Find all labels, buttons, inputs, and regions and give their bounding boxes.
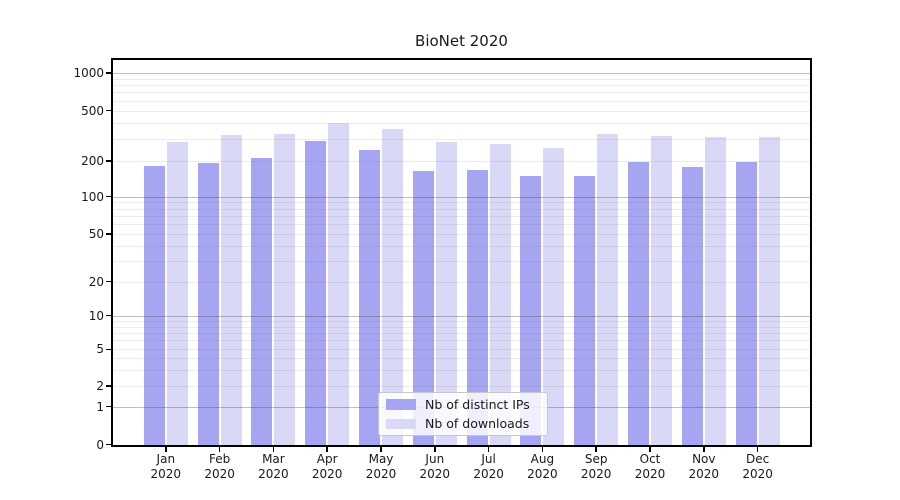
x-tick-mark xyxy=(649,447,651,452)
x-tick-mark xyxy=(434,447,436,452)
x-tick-mark xyxy=(487,447,490,452)
y-tick-label: 10 xyxy=(88,308,104,323)
y-tick-mark xyxy=(106,160,112,162)
x-tick-label-sep: Sep 2020 xyxy=(580,452,612,481)
x-tick-label-oct: Oct 2020 xyxy=(634,452,666,481)
gridline-minor xyxy=(113,100,810,102)
bar-distinct-ips-feb xyxy=(197,163,219,445)
x-tick-label-nov: Nov 2020 xyxy=(688,452,720,481)
bar-downloads-mar xyxy=(274,134,296,445)
y-tick-label: 2 xyxy=(96,379,104,393)
x-tick-mark xyxy=(326,447,328,452)
legend: Nb of distinct IPs Nb of downloads xyxy=(378,392,548,436)
x-tick-label-feb: Feb 2020 xyxy=(204,452,235,481)
x-tick-mark xyxy=(218,447,221,452)
bar-downloads-nov xyxy=(704,136,726,445)
y-tick-label: 1 xyxy=(96,399,104,414)
bar-downloads-sep xyxy=(597,134,619,445)
y-tick-label: 500 xyxy=(81,103,104,118)
gridline-minor xyxy=(113,85,810,87)
bar-downloads-apr xyxy=(328,123,350,445)
y-tick-label: 50 xyxy=(88,227,104,241)
gridline-minor xyxy=(113,92,810,94)
bar-distinct-ips-jul xyxy=(466,170,488,445)
y-tick-mark xyxy=(106,72,112,74)
gridline-minor xyxy=(113,122,810,124)
bar-distinct-ips-nov xyxy=(681,167,703,445)
y-tick-label: 0 xyxy=(96,437,104,452)
x-tick-mark xyxy=(541,447,544,452)
plot-area xyxy=(111,58,812,447)
y-tick-mark xyxy=(106,405,112,408)
gridline-major xyxy=(113,73,810,74)
gridline-minor xyxy=(113,110,810,112)
y-tick-mark xyxy=(106,314,112,317)
x-tick-mark xyxy=(756,447,759,452)
x-tick-mark xyxy=(380,447,382,452)
bar-distinct-ips-jun xyxy=(412,170,434,445)
bar-distinct-ips-may xyxy=(359,149,380,445)
y-tick-label: 5 xyxy=(96,342,104,357)
bar-distinct-ips-aug xyxy=(520,176,542,445)
x-tick-mark xyxy=(165,447,167,452)
legend-swatch-distinct-ips-icon xyxy=(386,399,416,410)
y-tick-label: 100 xyxy=(81,189,104,204)
x-tick-label-jan: Jan 2020 xyxy=(150,452,182,481)
legend-item-downloads: Nb of downloads xyxy=(386,416,539,433)
y-tick-mark xyxy=(106,348,112,351)
y-tick-mark xyxy=(106,233,112,235)
bar-distinct-ips-dec xyxy=(735,162,757,445)
legend-item-distinct-ips: Nb of distinct IPs xyxy=(386,396,539,413)
bar-distinct-ips-jan xyxy=(143,165,165,445)
gridline-minor xyxy=(113,78,810,80)
x-tick-label-jul: Jul 2020 xyxy=(473,452,504,481)
bar-downloads-oct xyxy=(651,135,672,445)
bar-downloads-aug xyxy=(543,148,565,445)
y-tick-mark xyxy=(106,443,112,446)
bar-downloads-jun xyxy=(435,141,457,445)
legend-label-downloads: Nb of downloads xyxy=(425,416,530,432)
chart-title: BioNet 2020 xyxy=(415,32,508,50)
x-tick-label-dec: Dec 2020 xyxy=(742,452,773,481)
x-tick-label-may: May 2020 xyxy=(365,452,397,481)
y-tick-mark xyxy=(106,385,112,387)
bar-distinct-ips-oct xyxy=(628,162,649,445)
bar-distinct-ips-apr xyxy=(305,140,327,445)
x-tick-mark xyxy=(703,447,705,452)
y-tick-mark xyxy=(106,195,112,198)
bar-downloads-jan xyxy=(166,141,188,445)
bar-distinct-ips-mar xyxy=(251,158,273,445)
x-tick-label-jun: Jun 2020 xyxy=(419,452,451,481)
bar-downloads-feb xyxy=(220,135,242,445)
x-tick-mark xyxy=(272,447,275,452)
x-tick-label-aug: Aug 2020 xyxy=(527,452,558,481)
legend-swatch-downloads-icon xyxy=(386,418,416,429)
x-tick-label-apr: Apr 2020 xyxy=(311,452,343,481)
x-tick-mark xyxy=(595,447,597,452)
y-tick-mark xyxy=(106,280,112,283)
bar-downloads-may xyxy=(382,128,403,445)
legend-label-distinct-ips: Nb of distinct IPs xyxy=(425,396,530,412)
y-tick-label: 1000 xyxy=(73,66,104,80)
y-tick-label: 20 xyxy=(88,274,104,289)
bar-downloads-dec xyxy=(758,136,780,445)
x-tick-label-mar: Mar 2020 xyxy=(258,452,289,481)
y-tick-label: 200 xyxy=(81,154,104,168)
y-tick-mark xyxy=(106,109,112,112)
bar-distinct-ips-sep xyxy=(574,176,596,445)
bar-downloads-jul xyxy=(489,143,511,445)
